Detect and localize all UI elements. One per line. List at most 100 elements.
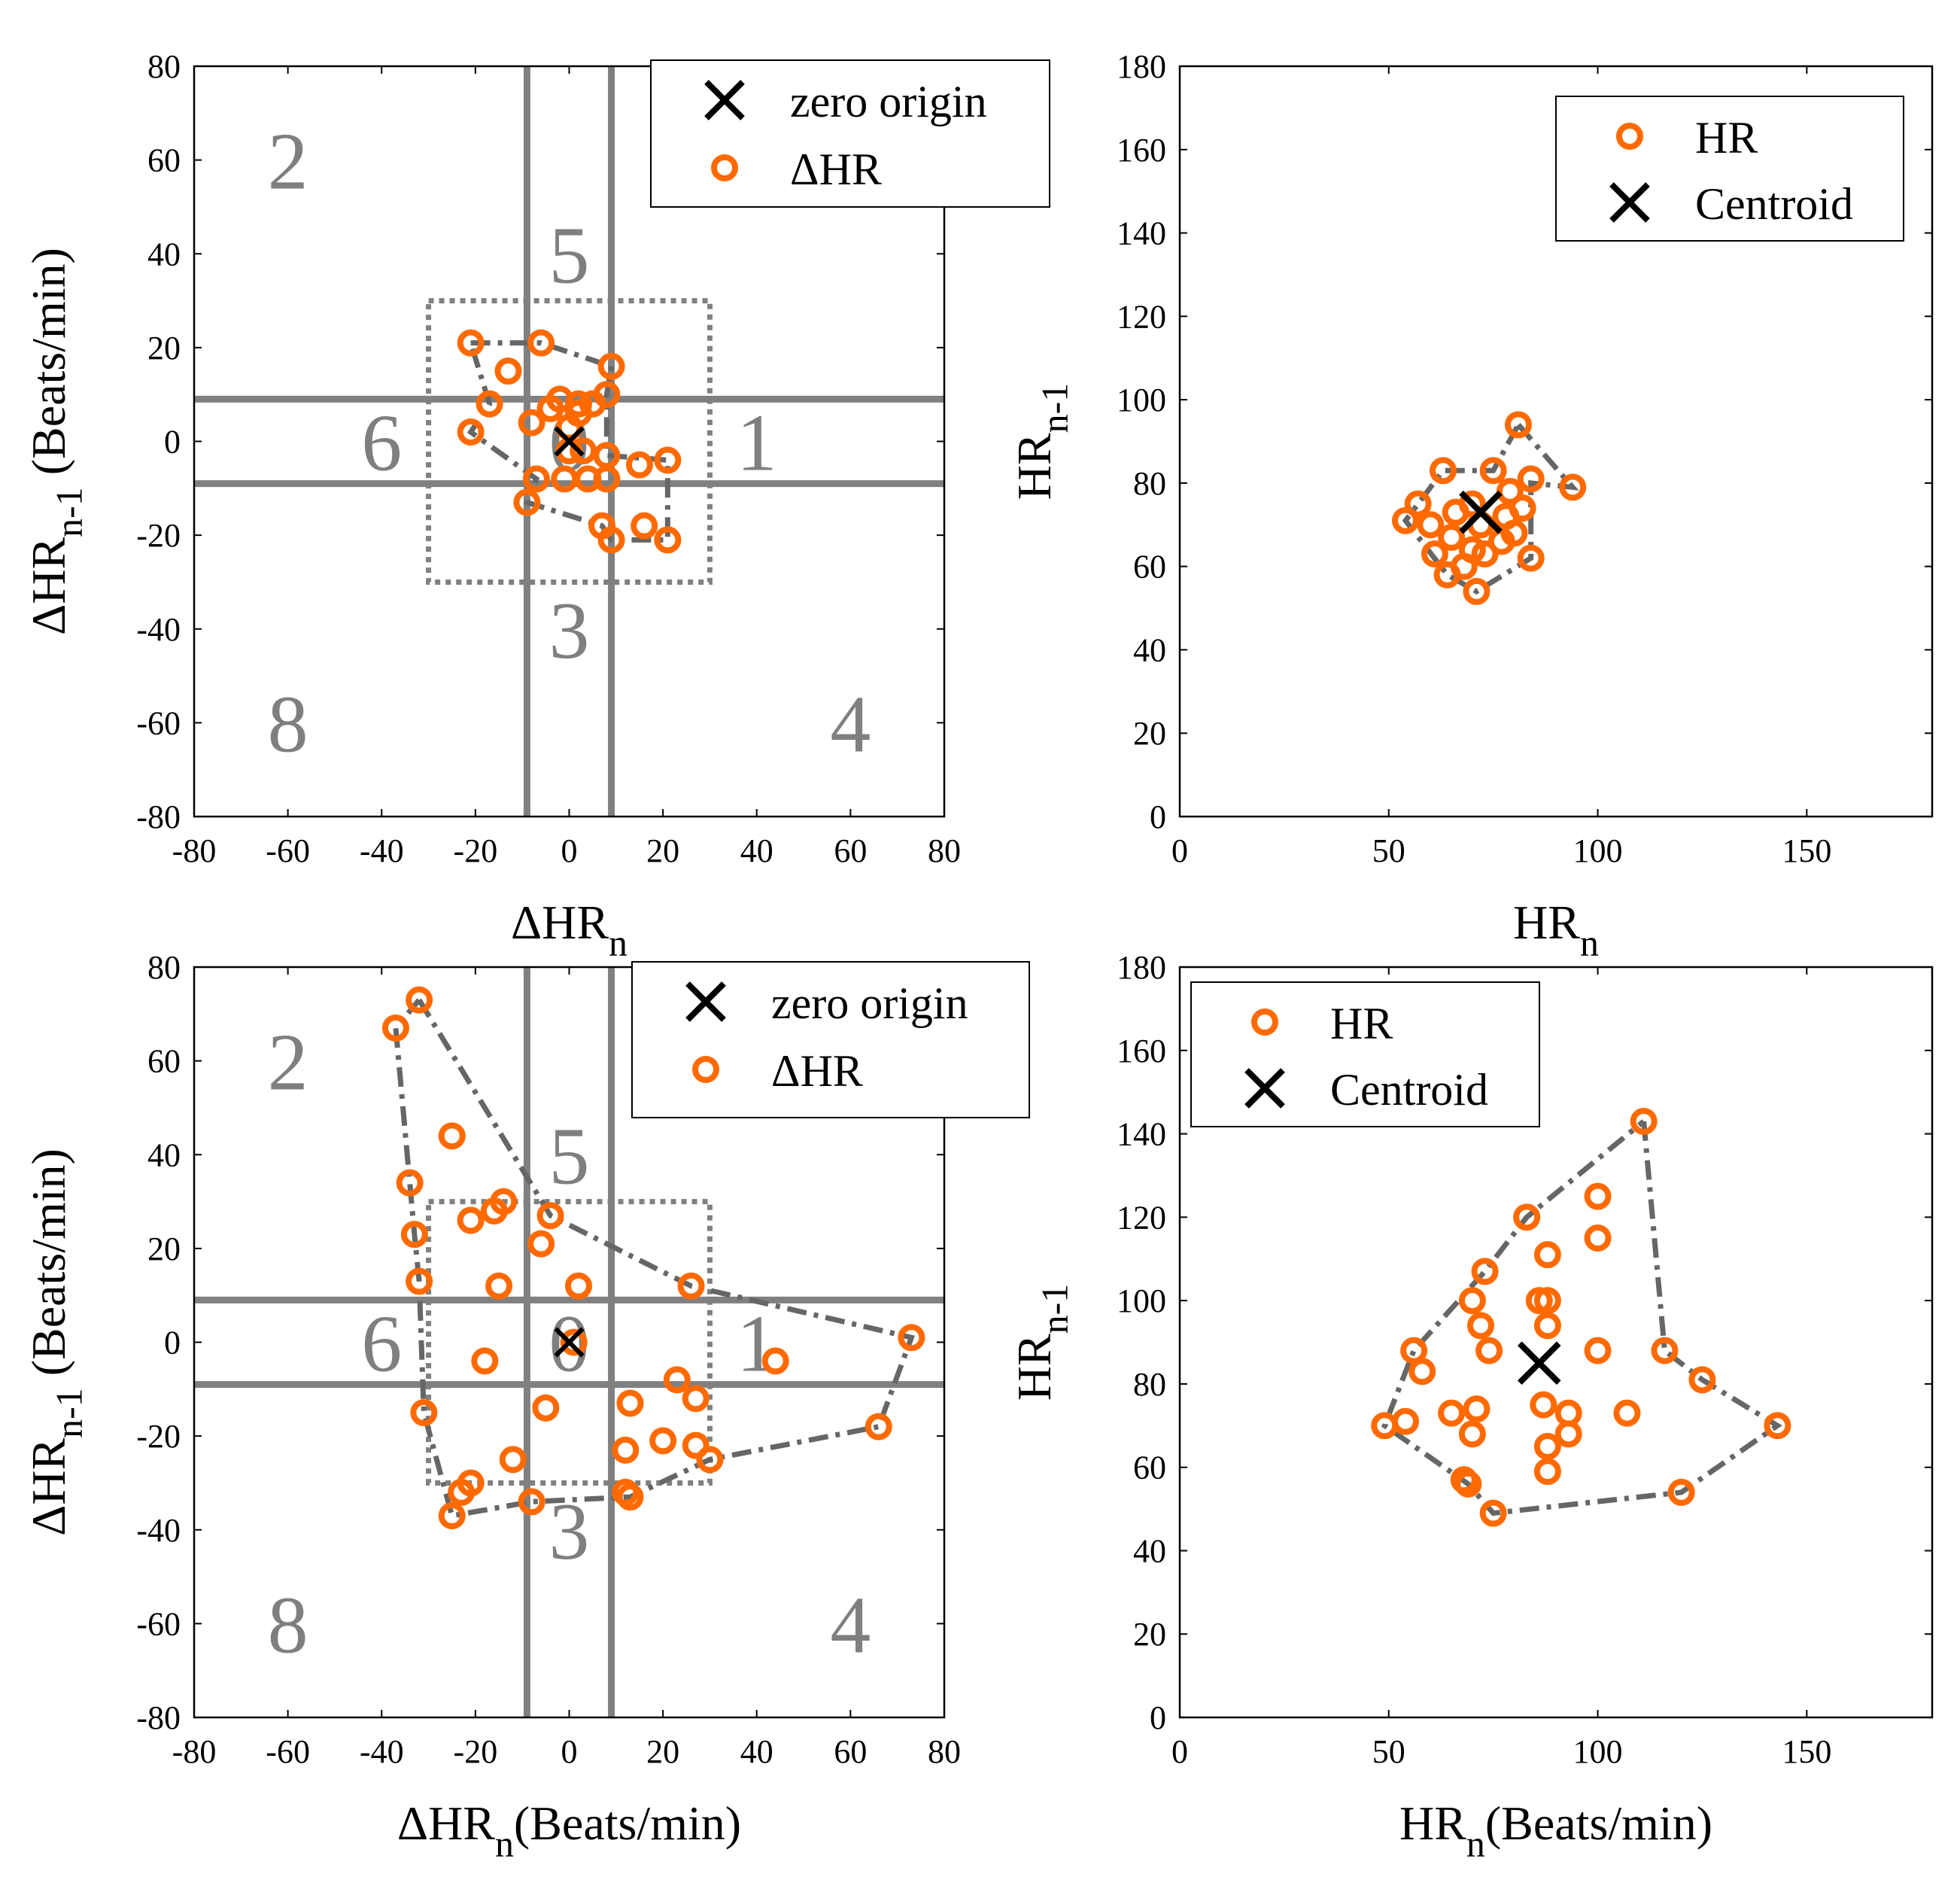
legend-box [631, 961, 1030, 1118]
y-axis-label-group: HRn-1 [1007, 1284, 1075, 1401]
y-tick-label: 80 [147, 48, 181, 85]
data-point [1438, 523, 1466, 551]
y-tick-label: -60 [136, 704, 181, 741]
centroid-marker-stroke-b [1459, 490, 1503, 534]
data-point [1392, 1407, 1419, 1435]
data-point [400, 1221, 428, 1249]
data-point [1517, 544, 1545, 572]
data-point [1438, 1399, 1466, 1427]
y-axis-label-subscript: n-1 [1034, 383, 1075, 433]
data-point [677, 1272, 705, 1300]
x-tick-label: -60 [266, 1733, 310, 1770]
y-tick-label: 180 [1117, 48, 1166, 85]
region-label: 5 [549, 211, 590, 300]
data-point [1479, 1499, 1507, 1527]
data-point [1479, 457, 1507, 485]
y-tick-label: -40 [136, 611, 181, 648]
y-tick-label: 20 [147, 1230, 181, 1267]
y-axis-label: HRn-1 [1007, 1284, 1075, 1401]
data-point [1533, 1241, 1561, 1269]
region-label: 2 [268, 1018, 308, 1108]
data-point [1496, 477, 1524, 505]
legend-label: ΔHR [771, 1046, 863, 1096]
convex-hull [466, 340, 670, 543]
axes-box [1178, 966, 1934, 1719]
y-axis-label-subscript: n-1 [48, 487, 90, 537]
data-point [1463, 1395, 1491, 1423]
data-point [1513, 1203, 1541, 1231]
data-point [1688, 1366, 1716, 1394]
y-tick-label: 40 [1133, 631, 1166, 668]
y-tick-label: 160 [1117, 132, 1166, 169]
data-point [1408, 1358, 1436, 1386]
legend-x-marker [685, 981, 726, 1022]
data-point [1509, 494, 1536, 522]
y-tick-label: 0 [164, 424, 181, 461]
x-tick-label: -80 [172, 832, 217, 869]
plot-area: 12345680 [194, 967, 944, 1717]
data-point [1554, 1420, 1582, 1448]
data-point [1667, 1478, 1695, 1506]
data-point [1530, 1391, 1557, 1419]
y-axis-label: HRn-1 [1007, 383, 1075, 500]
region-label: 5 [549, 1112, 590, 1201]
y-tick-label: 120 [1117, 1199, 1166, 1236]
x-axis-label-main: HR [1399, 1796, 1466, 1850]
data-point [457, 329, 485, 357]
data-point [898, 1324, 925, 1352]
panel-top-left: 12345680-80-60-40-20020406080-80-60-40-2… [22, 48, 1050, 963]
data-point [527, 329, 555, 357]
x-tick-label: 0 [561, 1733, 578, 1770]
zero-origin-marker [554, 1327, 585, 1358]
x-axis-label-subscript: n [495, 1823, 514, 1864]
y-axis-label: ΔHRn-1 (Beats/min) [22, 248, 90, 635]
data-point [406, 986, 433, 1014]
x-tick-label: 0 [1171, 1733, 1188, 1770]
legend: zero origin ΔHR [650, 59, 1050, 208]
y-axis-label: ΔHRn-1 (Beats/min) [22, 1148, 90, 1536]
x-axis-label-subscript: n [609, 922, 628, 963]
x-axis-label: HRn [1513, 896, 1599, 963]
zero-origin-marker-stroke-b [554, 426, 585, 457]
axes-box [1178, 65, 1934, 818]
data-point [1421, 540, 1448, 568]
centroid-marker [1459, 490, 1503, 534]
region-label: 3 [549, 586, 590, 676]
data-point [1584, 1224, 1612, 1252]
y-tick-label: 20 [147, 330, 181, 367]
x-axis-label-main: ΔHR [397, 1796, 495, 1850]
data-point [616, 1389, 644, 1417]
y-tick-label: 40 [147, 236, 181, 272]
data-point [1559, 473, 1587, 501]
data-point [527, 1230, 555, 1258]
data-point [612, 1478, 640, 1506]
data-point [1533, 1458, 1561, 1486]
data-point [682, 1431, 710, 1459]
y-tick-label: 160 [1117, 1033, 1166, 1069]
x-axis-label-units: (Beats/min) [514, 1796, 741, 1850]
y-tick-label: 120 [1117, 298, 1166, 335]
y-axis-label-group: HRn-1 [1007, 383, 1075, 500]
data-point [381, 1014, 409, 1042]
data-point [1467, 1312, 1494, 1340]
x-axis-label-subscript: n [1466, 1823, 1485, 1864]
region-label: 6 [361, 1300, 402, 1389]
legend-x-marker-stroke-b [704, 80, 745, 120]
data-point [1517, 465, 1545, 493]
data-point [593, 465, 621, 493]
x-tick-label: 0 [1171, 832, 1188, 869]
data-point [616, 1483, 644, 1511]
data-point [494, 357, 522, 385]
data-point [1613, 1399, 1641, 1427]
data-point [457, 1206, 485, 1234]
x-axis-label-main: ΔHR [511, 896, 609, 949]
x-tick-label: -40 [360, 832, 404, 869]
data-point [1533, 1432, 1561, 1460]
data-point [612, 1436, 640, 1464]
x-axis-label: ΔHRn [511, 896, 628, 963]
y-axis-label-units: (Beats/min) [22, 248, 75, 487]
x-axis-label-units: (Beats/min) [1485, 1796, 1712, 1850]
legend-x-marker [704, 80, 745, 120]
legend-x-marker [1244, 1068, 1285, 1109]
